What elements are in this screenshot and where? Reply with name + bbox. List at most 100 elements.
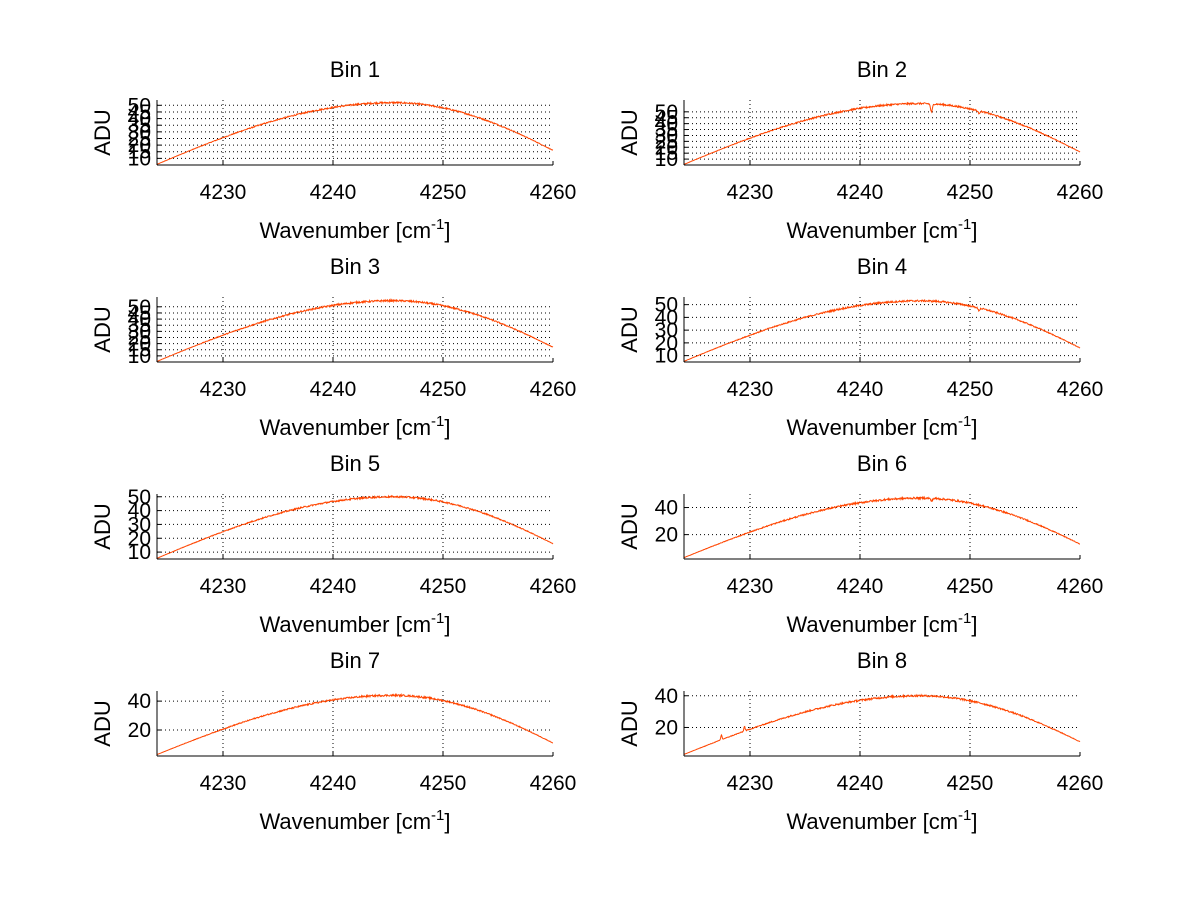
y-tick-label: 40 bbox=[655, 306, 678, 329]
x-tick-label: 4240 bbox=[837, 772, 884, 795]
y-tick-label: 45 bbox=[128, 302, 151, 325]
y-tick-label: 20 bbox=[128, 527, 151, 550]
x-tick-label: 4240 bbox=[837, 575, 884, 598]
y-tick-label: 50 bbox=[128, 94, 151, 117]
x-axis-label: Wavenumber [cm-1] bbox=[786, 610, 977, 637]
x-tick-label: 4250 bbox=[420, 772, 467, 795]
x-axis-label: Wavenumber [cm-1] bbox=[786, 413, 977, 440]
y-tick-label: 40 bbox=[655, 113, 678, 136]
x-axis-label-main: Wavenumber [cm bbox=[259, 612, 431, 637]
y-tick-label: 50 bbox=[128, 486, 151, 509]
y-tick-label: 20 bbox=[128, 719, 151, 742]
x-axis-label: Wavenumber [cm-1] bbox=[259, 610, 450, 637]
subplot-6: 4230 4240 4250 4260 20 40 Bin 6 ADU Wavenumber [… bbox=[617, 451, 1103, 637]
y-tick-label: 40 bbox=[128, 108, 151, 131]
x-axis-label-end: ] bbox=[444, 218, 450, 243]
y-tick-label: 10 bbox=[655, 345, 678, 368]
subplot-title: Bin 8 bbox=[857, 648, 907, 673]
x-axis-label-main: Wavenumber [cm bbox=[786, 612, 958, 637]
series-line bbox=[156, 100, 554, 165]
x-tick-label: 4260 bbox=[1057, 575, 1104, 598]
y-tick-label: 30 bbox=[128, 121, 151, 144]
x-tick-label: 4230 bbox=[200, 575, 247, 598]
y-tick-label: 35 bbox=[128, 114, 151, 137]
y-tick-label: 30 bbox=[655, 319, 678, 342]
x-axis-label-end: ] bbox=[971, 218, 977, 243]
subplot-title: Bin 1 bbox=[330, 57, 380, 82]
x-tick-label: 4250 bbox=[947, 575, 994, 598]
series-line bbox=[156, 692, 554, 755]
y-tick-label: 40 bbox=[128, 690, 151, 713]
y-tick-label: 20 bbox=[655, 332, 678, 355]
series-line bbox=[683, 101, 1081, 165]
y-tick-label: 20 bbox=[655, 716, 678, 739]
y-tick-label: 15 bbox=[128, 141, 151, 164]
series-line bbox=[156, 494, 554, 559]
y-tick-label: 50 bbox=[655, 294, 678, 317]
x-tick-label: 4230 bbox=[727, 575, 774, 598]
y-tick-label: 50 bbox=[128, 296, 151, 319]
x-axis-label-superscript: -1 bbox=[431, 216, 444, 233]
y-tick-label: 20 bbox=[655, 524, 678, 547]
x-axis-label-superscript: -1 bbox=[958, 413, 971, 430]
x-tick-label: 4260 bbox=[1057, 772, 1104, 795]
y-tick-label: 40 bbox=[128, 308, 151, 331]
y-tick-label: 25 bbox=[655, 130, 678, 153]
x-tick-label: 4250 bbox=[947, 772, 994, 795]
y-tick-label: 15 bbox=[655, 142, 678, 165]
y-tick-label: 40 bbox=[128, 500, 151, 523]
x-tick-label: 4260 bbox=[530, 772, 577, 795]
y-axis-label: ADU bbox=[90, 700, 115, 746]
y-tick-label: 30 bbox=[128, 320, 151, 343]
x-tick-label: 4250 bbox=[420, 181, 467, 204]
x-tick-label: 4230 bbox=[200, 378, 247, 401]
x-tick-label: 4230 bbox=[200, 772, 247, 795]
x-tick-label: 4240 bbox=[837, 181, 884, 204]
y-tick-label: 35 bbox=[128, 314, 151, 337]
x-axis-label-main: Wavenumber [cm bbox=[786, 809, 958, 834]
y-tick-label: 40 bbox=[655, 685, 678, 708]
x-axis-label: Wavenumber [cm-1] bbox=[786, 807, 977, 834]
x-tick-label: 4260 bbox=[1057, 378, 1104, 401]
y-tick-label: 10 bbox=[128, 541, 151, 564]
x-axis-label: Wavenumber [cm-1] bbox=[259, 216, 450, 243]
y-tick-label: 10 bbox=[128, 345, 151, 368]
x-axis-label-end: ] bbox=[444, 809, 450, 834]
x-tick-label: 4250 bbox=[947, 378, 994, 401]
y-tick-label: 10 bbox=[655, 148, 678, 171]
y-tick-label: 45 bbox=[128, 101, 151, 124]
y-axis-label: ADU bbox=[90, 503, 115, 549]
x-axis-label-main: Wavenumber [cm bbox=[259, 809, 431, 834]
subplot-7: 4230 4240 4250 4260 20 40 Bin 7 ADU Wavenumber [… bbox=[90, 648, 576, 834]
series-line bbox=[156, 298, 554, 362]
y-tick-label: 20 bbox=[128, 134, 151, 157]
subplot-title: Bin 7 bbox=[330, 648, 380, 673]
y-tick-label: 35 bbox=[655, 119, 678, 142]
x-tick-label: 4250 bbox=[947, 181, 994, 204]
x-axis-label-main: Wavenumber [cm bbox=[786, 415, 958, 440]
y-tick-label: 30 bbox=[128, 513, 151, 536]
series-line bbox=[683, 495, 1081, 559]
y-tick-label: 15 bbox=[128, 339, 151, 362]
x-axis-label-main: Wavenumber [cm bbox=[786, 218, 958, 243]
x-tick-label: 4230 bbox=[200, 181, 247, 204]
y-axis-label: ADU bbox=[90, 109, 115, 155]
x-axis-label-superscript: -1 bbox=[958, 807, 971, 824]
subplot-title: Bin 4 bbox=[857, 254, 907, 279]
y-tick-label: 45 bbox=[655, 107, 678, 130]
x-axis-label-superscript: -1 bbox=[431, 807, 444, 824]
x-axis-label: Wavenumber [cm-1] bbox=[786, 216, 977, 243]
y-axis-label: ADU bbox=[617, 503, 642, 549]
x-axis-label-superscript: -1 bbox=[958, 216, 971, 233]
x-axis-label-superscript: -1 bbox=[958, 610, 971, 627]
y-tick-label: 25 bbox=[128, 127, 151, 150]
x-tick-label: 4260 bbox=[530, 181, 577, 204]
x-tick-label: 4240 bbox=[310, 378, 357, 401]
subplot-title: Bin 3 bbox=[330, 254, 380, 279]
